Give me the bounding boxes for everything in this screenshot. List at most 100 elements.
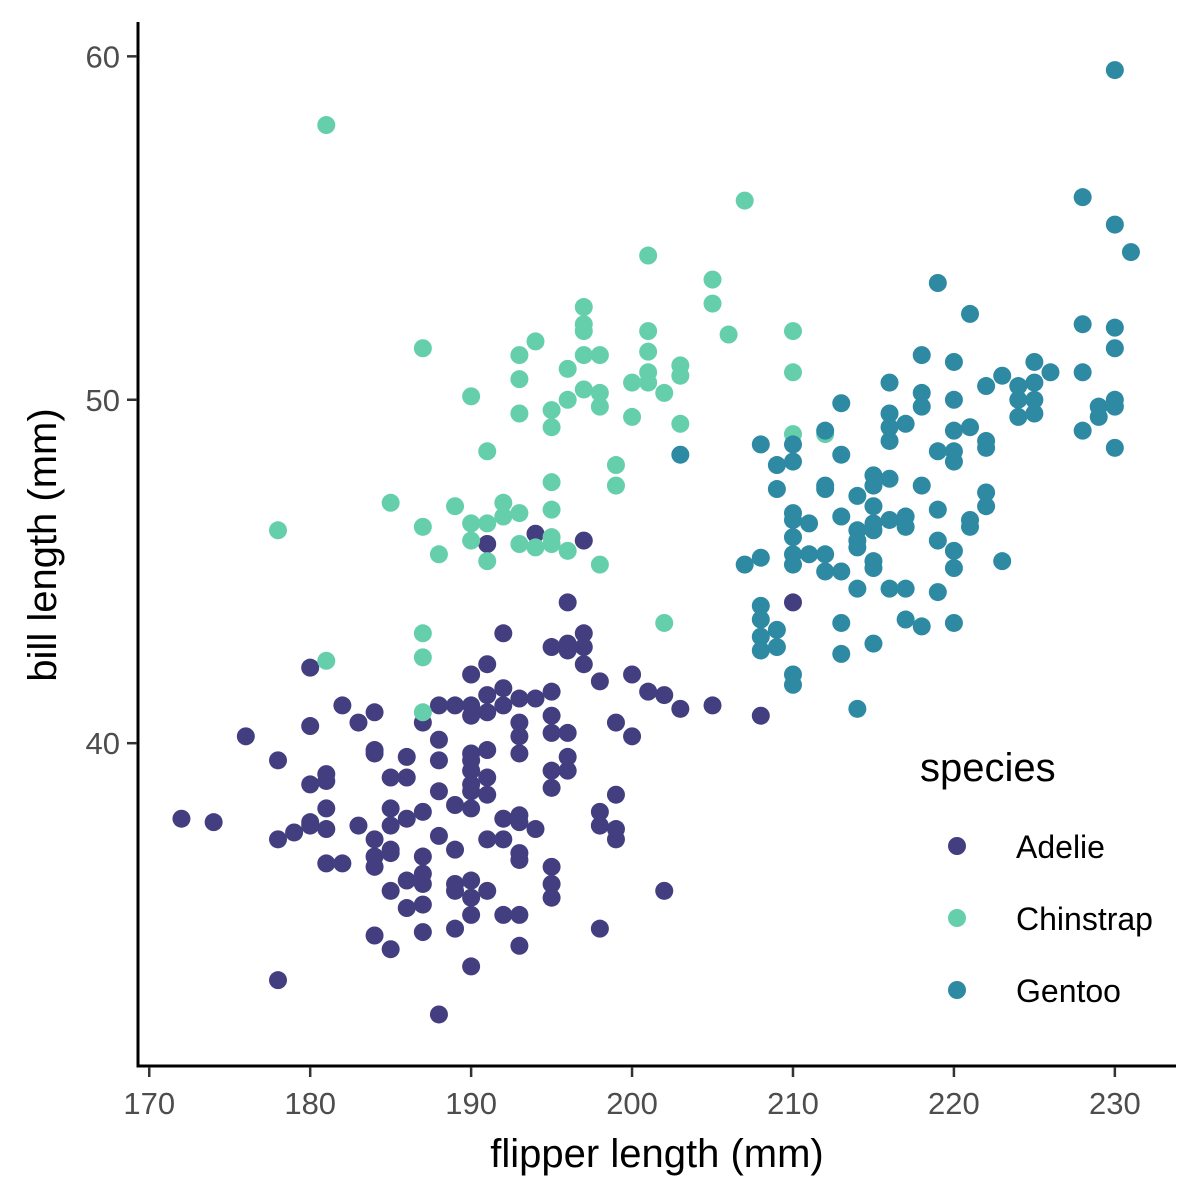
point-adelie-103 bbox=[542, 723, 561, 742]
point-adelie-42 bbox=[413, 847, 432, 866]
point-chinstrap-24 bbox=[526, 332, 545, 351]
legend-label-adelie: Adelie bbox=[1016, 829, 1105, 865]
point-gentoo-4 bbox=[751, 596, 770, 615]
point-adelie-53 bbox=[446, 696, 465, 715]
point-adelie-11 bbox=[301, 816, 320, 835]
point-gentoo-51 bbox=[880, 431, 899, 450]
point-adelie-83 bbox=[494, 696, 513, 715]
point-chinstrap-41 bbox=[590, 383, 609, 402]
point-adelie-76 bbox=[478, 741, 497, 760]
point-adelie-74 bbox=[478, 686, 497, 705]
point-chinstrap-57 bbox=[671, 414, 690, 433]
point-chinstrap-45 bbox=[606, 476, 625, 495]
point-adelie-95 bbox=[510, 905, 529, 924]
point-adelie-128 bbox=[623, 727, 642, 746]
points-layer bbox=[172, 61, 1140, 1024]
point-adelie-112 bbox=[558, 723, 577, 742]
point-gentoo-78 bbox=[961, 304, 980, 323]
point-gentoo-42 bbox=[864, 497, 883, 516]
legend-items: Adelie Chinstrap Gentoo bbox=[948, 829, 1153, 1009]
point-adelie-70 bbox=[462, 905, 481, 924]
point-gentoo-47 bbox=[864, 634, 883, 653]
point-chinstrap-13 bbox=[462, 531, 481, 550]
point-chinstrap-12 bbox=[462, 514, 481, 533]
y-tick-label-50: 50 bbox=[86, 383, 120, 418]
point-gentoo-109 bbox=[1105, 438, 1124, 457]
point-adelie-48 bbox=[429, 730, 448, 749]
point-adelie-116 bbox=[574, 624, 593, 643]
x-tick-label-170: 170 bbox=[123, 1086, 175, 1121]
point-gentoo-28 bbox=[832, 394, 851, 413]
point-chinstrap-17 bbox=[494, 493, 513, 512]
point-chinstrap-49 bbox=[639, 322, 658, 341]
point-chinstrap-40 bbox=[590, 346, 609, 365]
point-gentoo-32 bbox=[832, 613, 851, 632]
point-adelie-37 bbox=[397, 809, 416, 828]
point-adelie-52 bbox=[429, 1005, 448, 1024]
point-chinstrap-5 bbox=[413, 517, 432, 536]
point-chinstrap-31 bbox=[542, 535, 561, 553]
point-adelie-3 bbox=[269, 751, 288, 770]
point-gentoo-93 bbox=[1025, 373, 1044, 392]
legend-key-chinstrap bbox=[948, 909, 966, 927]
point-gentoo-10 bbox=[767, 620, 786, 639]
legend-label-chinstrap: Chinstrap bbox=[1016, 901, 1153, 937]
point-adelie-122 bbox=[590, 919, 609, 938]
point-gentoo-108 bbox=[1105, 397, 1124, 416]
point-gentoo-77 bbox=[944, 613, 963, 632]
x-tick-label-230: 230 bbox=[1089, 1086, 1141, 1121]
point-chinstrap-39 bbox=[574, 380, 593, 399]
point-adelie-6 bbox=[285, 823, 304, 842]
point-adelie-126 bbox=[606, 830, 625, 849]
point-adelie-68 bbox=[462, 871, 481, 890]
axes-layer bbox=[136, 22, 1176, 1068]
point-adelie-85 bbox=[494, 830, 513, 849]
point-adelie-32 bbox=[381, 844, 400, 863]
point-gentoo-7 bbox=[751, 641, 770, 660]
point-chinstrap-38 bbox=[574, 346, 593, 365]
point-gentoo-39 bbox=[848, 699, 867, 718]
point-chinstrap-34 bbox=[558, 541, 577, 560]
point-adelie-127 bbox=[623, 665, 642, 684]
point-gentoo-97 bbox=[1073, 188, 1092, 207]
point-chinstrap-48 bbox=[639, 246, 658, 265]
point-gentoo-90 bbox=[1009, 390, 1028, 409]
point-adelie-36 bbox=[397, 768, 416, 787]
point-gentoo-104 bbox=[1105, 215, 1124, 234]
series-gentoo bbox=[671, 61, 1140, 718]
point-gentoo-61 bbox=[912, 383, 931, 402]
point-adelie-98 bbox=[526, 689, 545, 708]
point-adelie-101 bbox=[542, 682, 561, 701]
point-adelie-114 bbox=[558, 761, 577, 780]
point-adelie-124 bbox=[606, 785, 625, 804]
point-chinstrap-8 bbox=[413, 703, 432, 722]
point-chinstrap-50 bbox=[639, 342, 658, 361]
point-gentoo-95 bbox=[1025, 404, 1044, 423]
point-adelie-69 bbox=[462, 888, 481, 907]
point-adelie-45 bbox=[413, 895, 432, 914]
point-adelie-41 bbox=[413, 802, 432, 821]
point-gentoo-103 bbox=[1105, 61, 1124, 80]
point-adelie-9 bbox=[301, 775, 320, 794]
point-chinstrap-35 bbox=[574, 298, 593, 317]
point-chinstrap-0 bbox=[269, 521, 288, 540]
point-adelie-33 bbox=[381, 881, 400, 900]
point-adelie-129 bbox=[639, 682, 658, 701]
point-chinstrap-25 bbox=[526, 538, 545, 557]
point-adelie-27 bbox=[365, 926, 384, 945]
x-tick-label-200: 200 bbox=[606, 1086, 658, 1121]
point-adelie-13 bbox=[317, 771, 336, 790]
point-adelie-18 bbox=[333, 854, 352, 873]
x-tick-label-180: 180 bbox=[284, 1086, 336, 1121]
point-gentoo-79 bbox=[961, 418, 980, 437]
x-tick-label-210: 210 bbox=[767, 1086, 819, 1121]
point-adelie-79 bbox=[478, 830, 497, 849]
point-adelie-64 bbox=[462, 761, 481, 780]
y-tick-label-60: 60 bbox=[86, 39, 120, 74]
point-adelie-57 bbox=[446, 881, 465, 900]
point-adelie-78 bbox=[478, 785, 497, 804]
point-adelie-23 bbox=[365, 744, 384, 763]
point-chinstrap-11 bbox=[462, 387, 481, 406]
point-gentoo-60 bbox=[912, 346, 931, 365]
